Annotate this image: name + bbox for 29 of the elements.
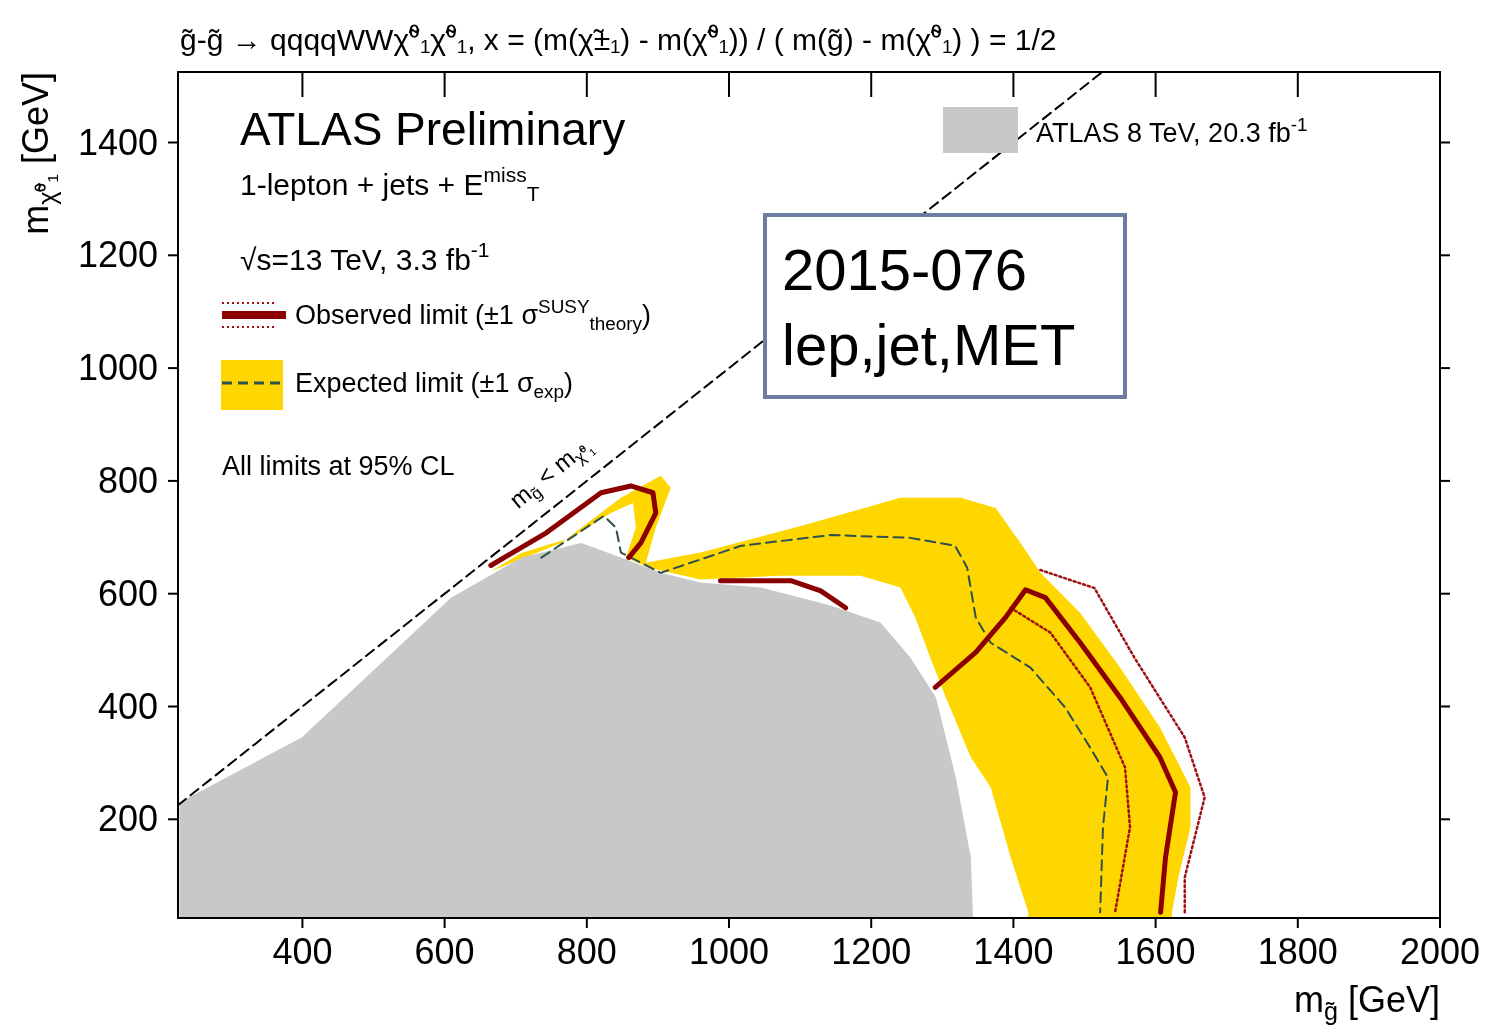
x-tick-label: 1000 bbox=[688, 931, 770, 972]
line-series bbox=[1009, 606, 1132, 914]
y-tick-label: 1400 bbox=[77, 121, 158, 163]
legend-label: Observed limit (±1 σ$^{SUSY}$$_{theory}$) bbox=[295, 295, 652, 334]
x-tick-label: 800 bbox=[556, 931, 617, 972]
annotation: All limits at 95% CL bbox=[222, 451, 455, 481]
y-tick-label: 400 bbox=[97, 685, 158, 727]
annotation: ATLAS Preliminary bbox=[240, 103, 626, 155]
x-tick-label: 1800 bbox=[1257, 931, 1338, 972]
annotation: lep,jet,MET bbox=[782, 312, 1076, 377]
y-tick-label: 1200 bbox=[77, 234, 158, 276]
x-tick-label: 1200 bbox=[831, 931, 912, 972]
line-series bbox=[540, 514, 1109, 914]
x-tick-label: 400 bbox=[272, 931, 333, 972]
legend-label: Expected limit (±1 σ$_{exp}$) bbox=[295, 368, 574, 402]
y-tick-label: 1000 bbox=[77, 347, 158, 389]
annotation: 2015-076 bbox=[782, 237, 1028, 302]
chart-title: g̃-g̃ → qqqqWWχ̃⁰₁χ̃⁰₁, x = (m(χ̃±₁) - m(χ̃⁰₁)) / ( m(g̃) - m(χ̃⁰₁) ) = 1/2 bbox=[180, 23, 1057, 56]
y-tick-label: 800 bbox=[97, 459, 158, 501]
x-tick-label: 2000 bbox=[1399, 931, 1481, 972]
legend-label: ATLAS 8 TeV, 20.3 fb$^{-1}$ bbox=[1036, 113, 1308, 148]
x-axis-title: m$_{g̃}$ [GeV] bbox=[1293, 979, 1440, 1025]
x-tick-label: 1400 bbox=[973, 931, 1054, 972]
x-tick-label: 600 bbox=[414, 931, 475, 972]
y-tick-label: 600 bbox=[97, 572, 158, 614]
annotation: √s=13 TeV, 3.3 fb$^{-1}$ bbox=[240, 238, 490, 276]
x-tick-label: 1600 bbox=[1115, 931, 1196, 972]
y-tick-label: 200 bbox=[97, 798, 158, 840]
line-series bbox=[1039, 568, 1206, 914]
